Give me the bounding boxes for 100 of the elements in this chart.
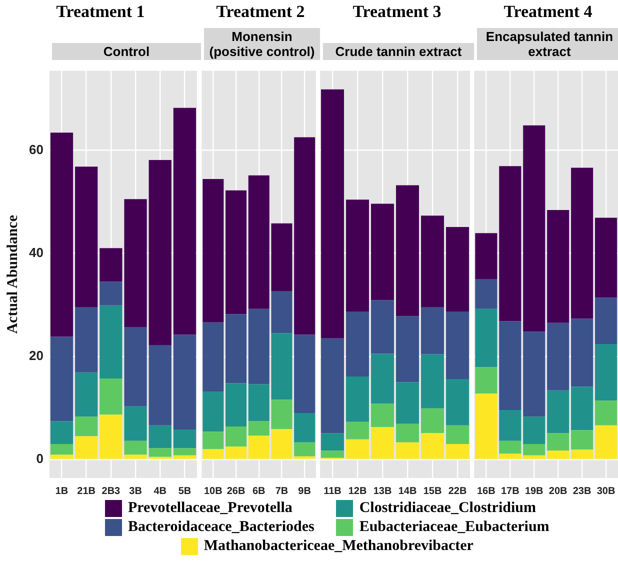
x-tick-label: 1B (55, 486, 68, 497)
bar (294, 334, 316, 414)
x-tick-label: 14B (398, 486, 417, 497)
bar (594, 400, 618, 426)
bar (371, 354, 394, 404)
x-tick-label: 17B (500, 486, 520, 497)
bar (346, 312, 369, 376)
bar (421, 408, 444, 434)
chart-subtitle: Crude tannin extract (323, 43, 474, 60)
bar (421, 216, 444, 308)
bar (321, 338, 344, 434)
bar (594, 218, 618, 298)
y-tick-label: 0 (36, 451, 44, 466)
bar (421, 354, 444, 408)
x-tick-label: 15B (423, 486, 442, 497)
bar (321, 450, 344, 458)
bar (594, 344, 618, 401)
bar (50, 444, 74, 455)
bar (148, 160, 172, 346)
x-tick-label: 5B (178, 486, 192, 497)
bar (446, 379, 469, 426)
x-tick-label: 11B (324, 486, 342, 497)
bar (396, 442, 419, 459)
x-tick-label: 19B (524, 486, 544, 497)
bar (202, 392, 224, 432)
bar (50, 421, 74, 444)
bar (294, 442, 316, 456)
bar (124, 326, 147, 406)
bar (346, 422, 369, 440)
legend-label: Prevotellaceae_Prevotella (128, 500, 292, 517)
bar (571, 450, 594, 459)
bar (124, 440, 147, 455)
chart-title: Treatment 4 (502, 1, 594, 23)
x-tick-label: 20B (548, 486, 568, 497)
bar (421, 307, 444, 354)
bar (594, 425, 618, 459)
bar (547, 210, 570, 323)
x-tick-label: 7B (275, 486, 288, 497)
bar (294, 413, 316, 442)
chart-title: Treatment 1 (55, 1, 146, 23)
bar (124, 199, 147, 327)
legend-label: Mathanobactericeae_Methanobrevibacter (204, 538, 474, 555)
bar (148, 448, 172, 457)
bar (294, 137, 316, 335)
bar (446, 444, 469, 459)
bar (499, 454, 522, 459)
chart-title: Treatment 2 (215, 1, 306, 23)
x-tick-label: 16B (476, 486, 496, 497)
bar (148, 425, 172, 448)
bar (499, 321, 522, 410)
bar (475, 367, 498, 394)
bar (50, 454, 74, 459)
bar (75, 436, 98, 459)
x-tick-label: 26B (226, 486, 246, 497)
bar (475, 308, 498, 368)
x-tick-label: 21B (77, 486, 96, 497)
bar (148, 345, 172, 426)
bar (226, 314, 247, 384)
x-tick-label: 10B (204, 486, 222, 497)
legend-label: Eubacteriaceae_Eubacterium (359, 519, 550, 536)
bar (173, 430, 196, 448)
bar (371, 426, 394, 459)
bar (75, 416, 98, 436)
x-tick-label: 12B (348, 486, 367, 497)
bar (499, 166, 522, 322)
bar (396, 382, 419, 424)
bar (396, 185, 419, 316)
bar (294, 456, 316, 459)
y-tick-label: 40 (28, 244, 44, 260)
bar (226, 190, 247, 314)
bar (571, 386, 594, 430)
chart-title: Treatment 3 (352, 1, 442, 23)
bar (547, 433, 570, 451)
legend-label: Clostridiaceae_Clostridium (359, 500, 536, 517)
bar (173, 455, 196, 459)
bar (523, 125, 546, 332)
bar (346, 439, 369, 459)
bar (226, 446, 247, 459)
bar (475, 279, 498, 309)
bar (173, 448, 196, 456)
x-tick-label: 9B (298, 486, 311, 497)
bar (346, 376, 369, 422)
y-tick-label: 60 (28, 142, 44, 157)
x-tick-label: 6B (252, 486, 266, 497)
bar (446, 425, 469, 444)
bar (571, 430, 594, 450)
bar (75, 166, 98, 308)
bar (100, 282, 122, 306)
bar (100, 248, 122, 282)
bar (446, 226, 469, 312)
bar (50, 336, 74, 422)
bar (173, 108, 196, 335)
bar (124, 454, 147, 459)
bar (346, 200, 369, 312)
bar (523, 455, 546, 459)
bar (475, 233, 498, 280)
bar (100, 378, 122, 415)
bar (571, 168, 594, 319)
bar (75, 372, 98, 417)
x-tick-label: 3B (129, 486, 142, 497)
